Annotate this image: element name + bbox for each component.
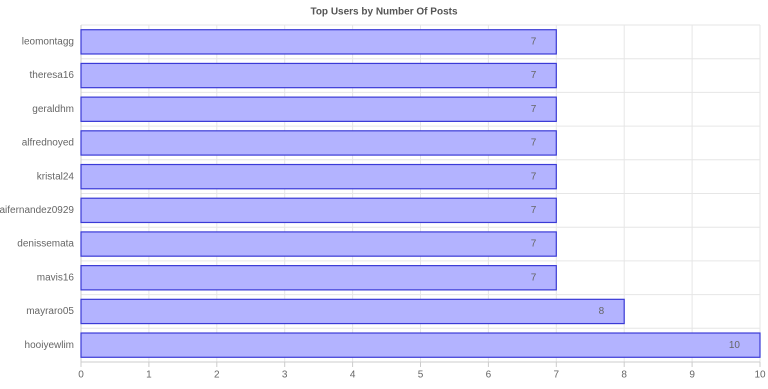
bar (80, 163, 557, 190)
y-tick-label: mavis16 (37, 272, 75, 283)
bar (80, 197, 557, 224)
y-tick-label: mayraro05 (26, 306, 74, 317)
value-label: 7 (531, 36, 537, 47)
value-label: 7 (531, 205, 537, 216)
y-tick-label: denissemata (17, 239, 74, 250)
bar (80, 130, 557, 156)
x-tick-label: 6 (486, 370, 492, 381)
x-tick-label: 8 (621, 370, 627, 381)
bar (80, 62, 557, 89)
chart-title: Top Users by Number Of Posts (310, 7, 458, 18)
value-label: 7 (531, 104, 537, 115)
bar (80, 231, 557, 257)
x-tick-label: 0 (78, 370, 84, 381)
bar (80, 332, 761, 358)
x-tick-label: 9 (689, 370, 695, 381)
value-label: 8 (599, 306, 605, 317)
bar (80, 96, 557, 122)
value-label: 7 (531, 70, 537, 81)
y-tick-label: alfrednoyed (22, 138, 74, 149)
bar (80, 298, 625, 325)
x-tick-label: 7 (554, 370, 560, 381)
y-tick-label: theresa16 (30, 70, 75, 81)
y-tick-label: geraldhm (32, 104, 74, 115)
y-tick-label: daifernandez0929 (0, 205, 74, 216)
x-tick-label: 5 (418, 370, 424, 381)
value-label: 7 (531, 171, 537, 182)
value-label: 7 (531, 272, 537, 283)
x-tick-label: 1 (146, 370, 152, 381)
x-tick-label: 2 (214, 370, 220, 381)
x-tick-label: 3 (282, 370, 288, 381)
y-tick-label: leomontagg (22, 36, 74, 47)
bar (80, 29, 557, 55)
y-tick-label: kristal24 (37, 171, 75, 182)
value-label: 10 (729, 340, 741, 351)
x-tick-label: 4 (350, 370, 356, 381)
x-tick-label: 10 (754, 370, 766, 381)
bar (80, 265, 557, 291)
value-label: 7 (531, 239, 537, 250)
y-tick-label: hooiyewlim (25, 340, 74, 351)
value-label: 7 (531, 138, 537, 149)
